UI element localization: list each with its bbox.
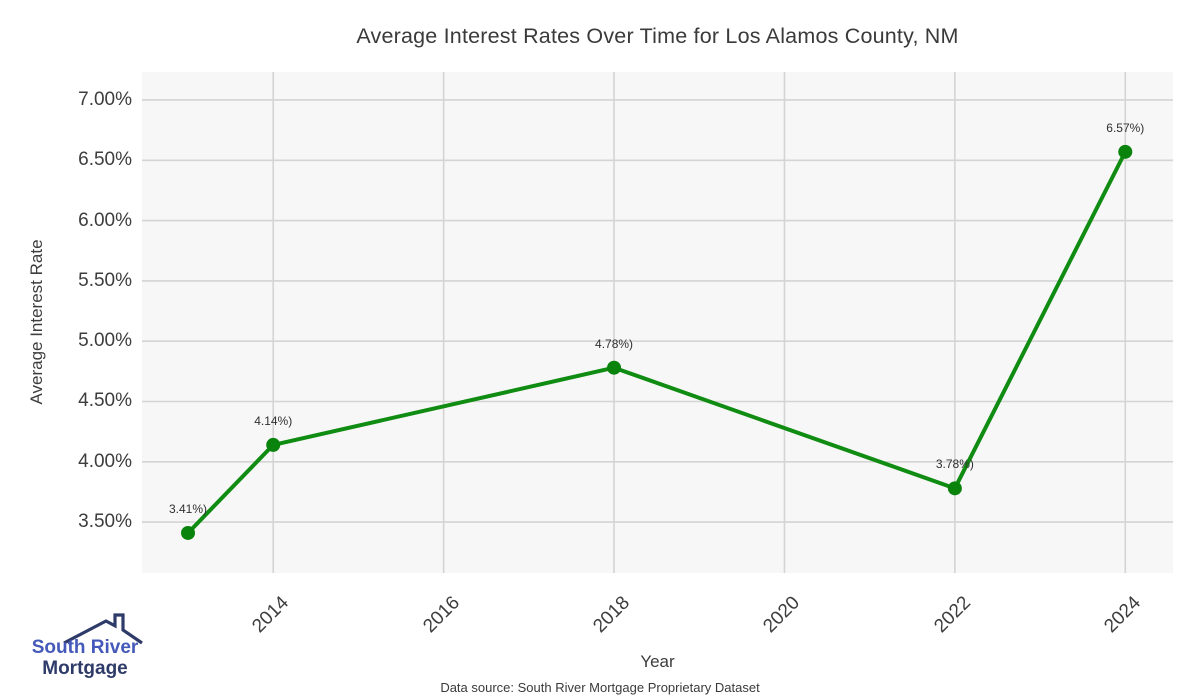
x-tick-label: 2024 <box>1100 592 1146 638</box>
y-tick-label: 4.00% <box>78 450 132 472</box>
y-tick-label: 5.50% <box>78 269 132 291</box>
y-axis-title: Average Interest Rate <box>27 239 46 405</box>
y-tick-label: 7.00% <box>78 88 132 110</box>
y-tick-label: 3.50% <box>78 511 132 533</box>
data-point-marker[interactable] <box>266 437 281 452</box>
plot-area <box>142 72 1173 573</box>
x-tick-label: 2022 <box>930 592 975 638</box>
data-point-marker[interactable] <box>607 360 622 375</box>
data-point-marker[interactable] <box>947 481 962 496</box>
x-tick-label: 2016 <box>418 592 464 638</box>
rate-line-series <box>186 149 1128 535</box>
data-point-marker[interactable] <box>1118 144 1133 159</box>
line-chart-svg <box>142 72 1173 573</box>
x-tick-label: 2018 <box>589 592 635 638</box>
y-tick-label: 6.00% <box>78 209 132 231</box>
south-river-mortgage-logo: South River Mortgage <box>15 610 155 692</box>
y-tick-label: 4.50% <box>78 390 132 412</box>
logo-text-mortgage: Mortgage <box>42 658 128 679</box>
chart-title: Average Interest Rates Over Time for Los… <box>356 24 959 48</box>
data-point-marker[interactable] <box>181 525 196 540</box>
y-tick-label: 5.00% <box>78 330 132 352</box>
y-tick-label: 6.50% <box>78 149 132 171</box>
house-roof-icon <box>63 613 143 645</box>
x-tick-label: 2014 <box>248 592 294 638</box>
logo-text-south-river: South River <box>31 637 139 658</box>
x-axis-title: Year <box>640 652 675 671</box>
data-source-caption: Data source: South River Mortgage Propri… <box>440 680 760 695</box>
x-tick-label: 2020 <box>759 592 805 638</box>
